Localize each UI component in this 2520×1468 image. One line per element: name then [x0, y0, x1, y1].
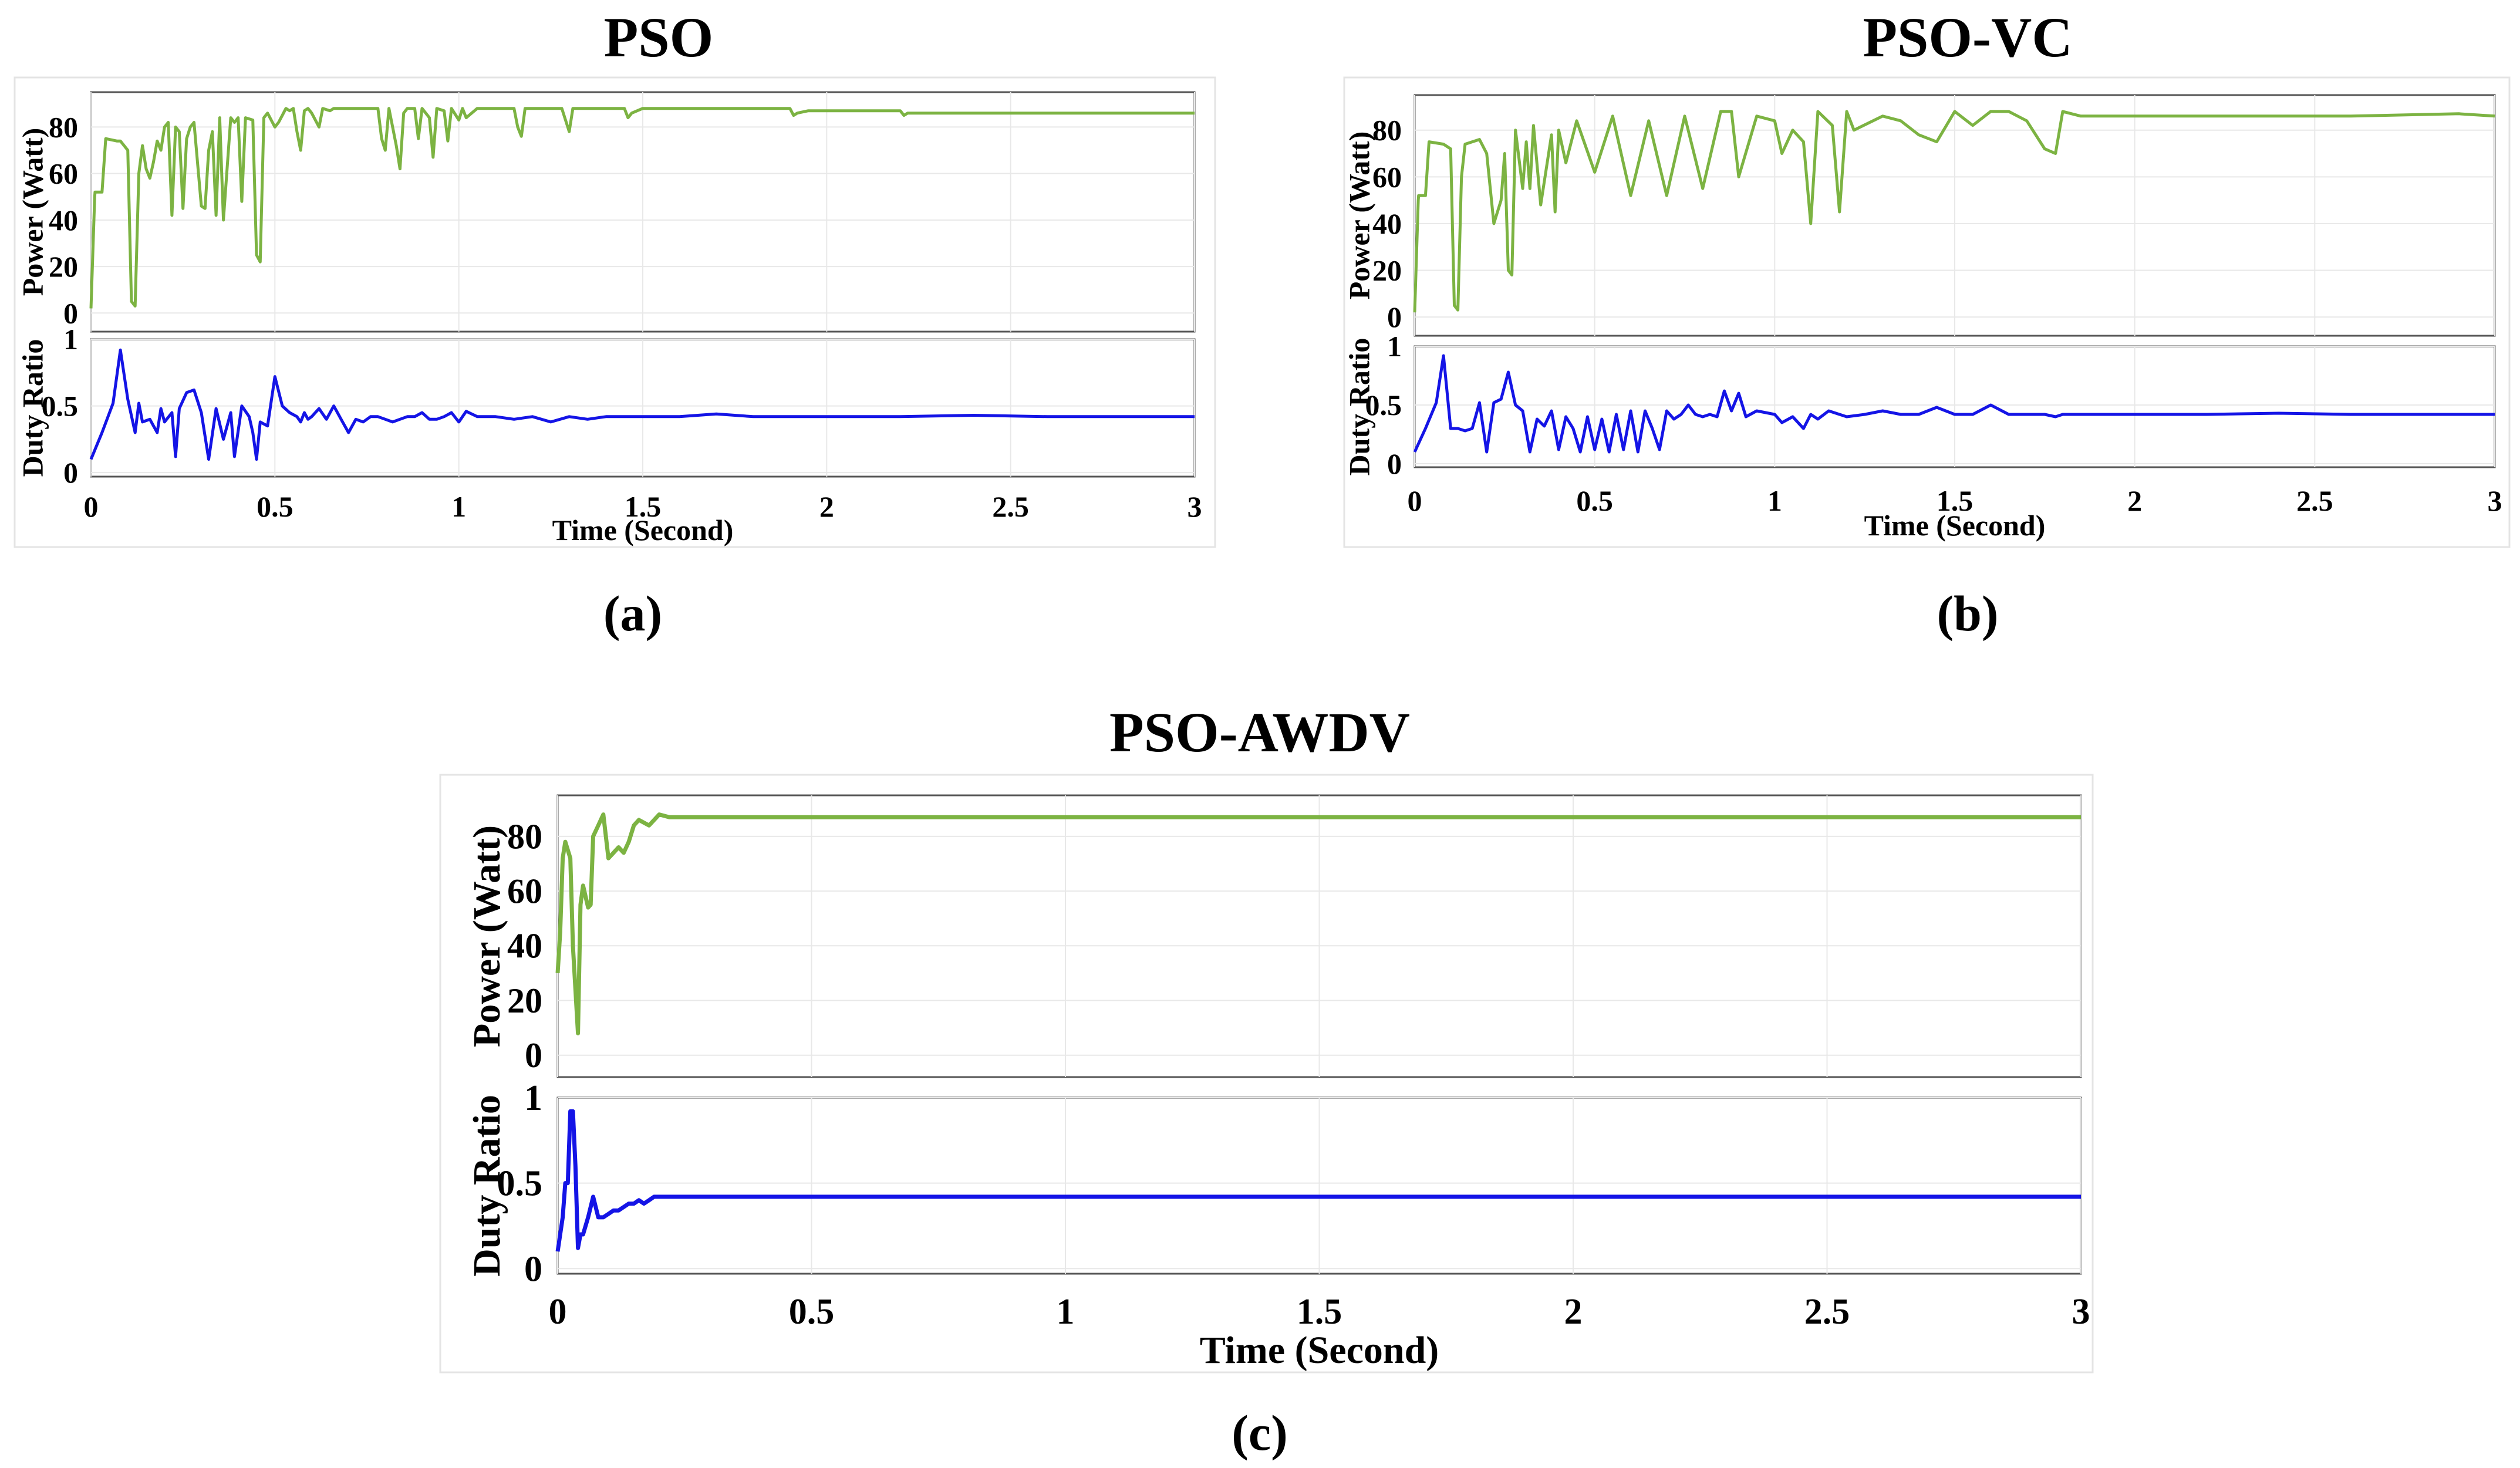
ytick-label-c-0-0: 0: [525, 1036, 542, 1075]
xtick-label-a-5: 2.5: [992, 490, 1029, 523]
ytick-label-b-0-0: 0: [1387, 301, 1402, 333]
xtick-label-a-0: 0: [84, 490, 99, 523]
series-line-a-1-0: [89, 348, 1195, 461]
ytick-label-c-0-2: 40: [507, 927, 542, 966]
xtick-label-c-4: 2: [1564, 1292, 1583, 1332]
xtick-label-c-0: 0: [549, 1292, 567, 1332]
series-line-a-0-0: [89, 107, 1195, 309]
ytick-label-b-1-0: 0: [1387, 447, 1402, 480]
panel-b-caption: (b): [1937, 585, 1998, 642]
panel-a-caption: (a): [603, 585, 662, 642]
panel-c-caption: (c): [1232, 1405, 1287, 1461]
ylabel-c-0: Power (Watt): [465, 825, 508, 1047]
xlabel-c: Time (Second): [1200, 1329, 1439, 1372]
xtick-label-c-3: 1.5: [1297, 1292, 1342, 1332]
series-line-b-1-0: [1413, 354, 2495, 454]
series-line-c-1-0: [555, 1109, 2081, 1252]
ytick-label-b-0-3: 60: [1372, 160, 1402, 193]
xtick-label-c-2: 1: [1057, 1292, 1075, 1332]
ytick-label-c-1-0: 0: [524, 1249, 542, 1289]
ytick-label-b-1-1: 0.5: [1365, 389, 1402, 421]
xlabel-b: Time (Second): [1864, 509, 2046, 542]
ytick-label-b-0-2: 40: [1372, 207, 1402, 240]
ytick-label-a-0-1: 20: [49, 250, 78, 283]
xtick-label-a-6: 3: [1188, 490, 1202, 523]
panel-a-title: PSO: [604, 6, 714, 69]
ytick-label-c-0-3: 60: [507, 872, 542, 911]
xtick-label-c-5: 2.5: [1804, 1292, 1850, 1332]
xlabel-a: Time (Second): [552, 514, 734, 546]
ytick-label-b-0-1: 20: [1372, 254, 1402, 287]
ytick-label-a-0-3: 60: [49, 157, 78, 190]
ylabel-a-0: Power (Watt): [16, 128, 49, 296]
xtick-label-c-1: 0.5: [789, 1292, 835, 1332]
panel-c-title: PSO-AWDV: [1109, 701, 1410, 764]
ylabel-b-0: Power (Watt): [1343, 131, 1376, 299]
xtick-label-c-6: 3: [2072, 1292, 2090, 1332]
ytick-label-c-0-1: 20: [507, 981, 542, 1020]
ylabel-c-1: Duty Ratio: [465, 1095, 508, 1277]
xtick-label-a-2: 1: [451, 490, 466, 523]
xtick-label-b-5: 2.5: [2296, 484, 2333, 517]
xtick-label-b-1: 0.5: [1576, 484, 1613, 517]
ytick-label-c-1-1: 0.5: [497, 1164, 543, 1204]
ylabel-a-1: Duty Ratio: [16, 339, 49, 477]
series-line-b-0-0: [1413, 110, 2495, 313]
ytick-label-a-1-0: 0: [63, 456, 78, 489]
ytick-label-a-0-4: 80: [49, 110, 78, 143]
series-line-c-0-0: [555, 812, 2081, 1035]
ytick-label-a-1-1: 0.5: [42, 390, 79, 423]
xtick-label-b-0: 0: [1408, 484, 1422, 517]
ytick-label-c-0-4: 80: [507, 817, 542, 856]
ytick-label-a-0-0: 0: [63, 296, 78, 329]
ytick-label-b-1-2: 1: [1387, 330, 1402, 363]
ytick-label-c-1-2: 1: [524, 1078, 542, 1118]
ytick-label-a-0-2: 40: [49, 204, 78, 237]
xtick-label-a-4: 2: [819, 490, 834, 523]
xtick-label-b-2: 1: [1767, 484, 1782, 517]
xtick-label-b-6: 3: [2488, 484, 2502, 517]
panel-b-title: PSO-VC: [1863, 6, 2072, 69]
xtick-label-a-1: 0.5: [257, 490, 294, 523]
ytick-label-b-0-4: 80: [1372, 114, 1402, 147]
xtick-label-b-4: 2: [2127, 484, 2142, 517]
xtick-label-b-3: 1.5: [1937, 484, 1974, 517]
xtick-label-a-3: 1.5: [625, 490, 662, 523]
ytick-label-a-1-2: 1: [63, 323, 78, 356]
ylabel-b-1: Duty Ratio: [1343, 338, 1376, 476]
